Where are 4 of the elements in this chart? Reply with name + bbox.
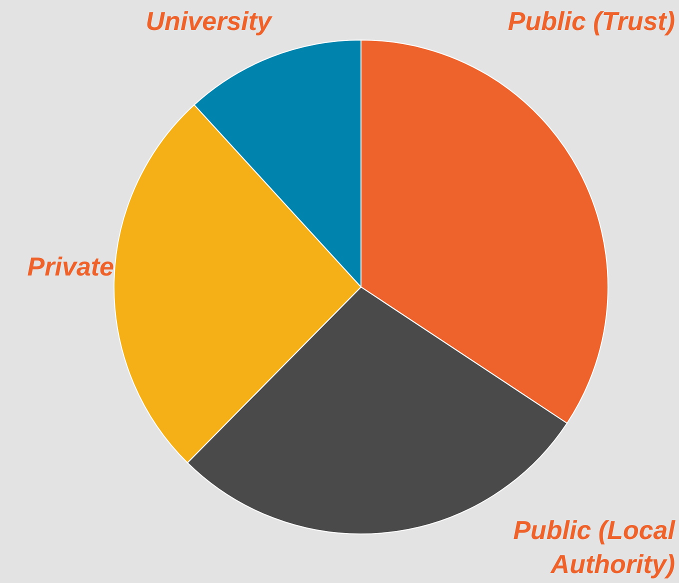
slice-label: Private [27,252,114,282]
slice-label: Public (Trust) [508,6,675,36]
slice-label: Public (Local Authority) [513,515,676,579]
slice-label: University [146,6,274,36]
